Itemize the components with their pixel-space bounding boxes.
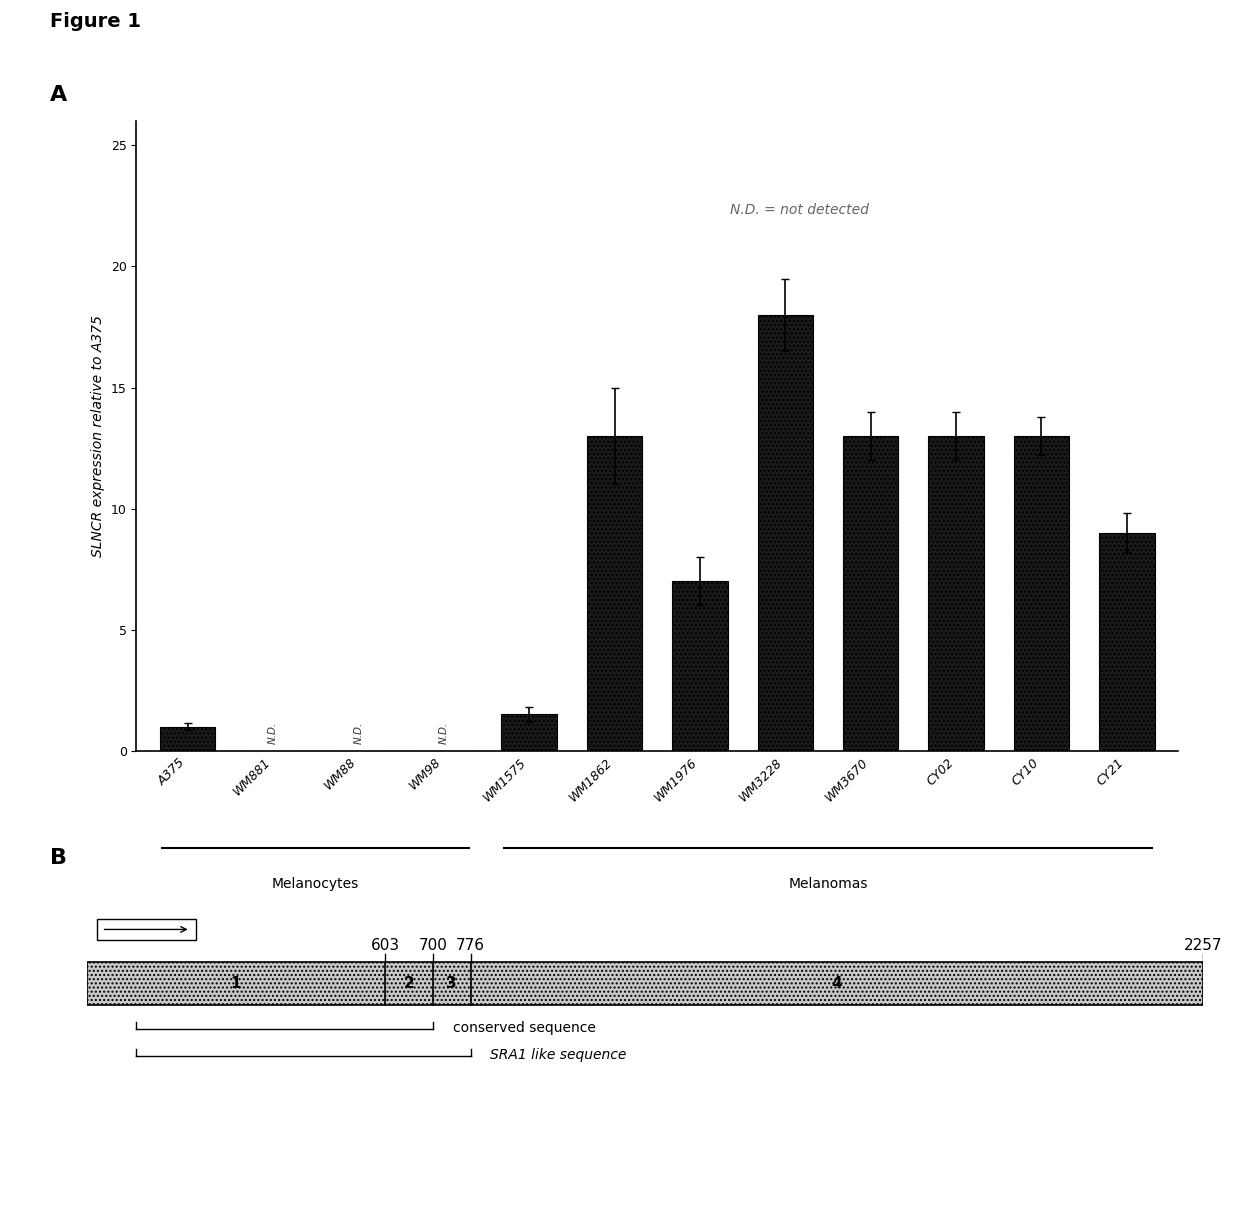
Text: N.D.: N.D. — [439, 722, 449, 744]
Bar — [1099, 533, 1154, 751]
Text: 3: 3 — [446, 976, 458, 991]
Text: 2: 2 — [403, 976, 414, 991]
Bar — [97, 919, 196, 940]
Text: 1: 1 — [231, 976, 241, 991]
Text: N.D.: N.D. — [268, 722, 278, 744]
Text: conserved sequence: conserved sequence — [453, 1021, 595, 1035]
Text: 700: 700 — [418, 939, 448, 953]
Bar — [160, 727, 216, 751]
Text: N.D.: N.D. — [353, 722, 363, 744]
Text: A: A — [50, 85, 67, 105]
Text: 2257: 2257 — [1183, 939, 1223, 953]
Text: B: B — [50, 848, 67, 868]
Text: Melanomas: Melanomas — [789, 877, 868, 891]
Bar — [758, 315, 813, 751]
Text: Melanocytes: Melanocytes — [272, 877, 360, 891]
Bar — [1013, 436, 1069, 751]
Text: Figure 1: Figure 1 — [50, 12, 140, 31]
Bar — [87, 962, 1203, 1005]
Text: 4: 4 — [831, 976, 842, 991]
Bar — [501, 714, 557, 751]
Text: 603: 603 — [371, 939, 399, 953]
Text: N.D. = not detected: N.D. = not detected — [730, 203, 869, 217]
Bar — [929, 436, 983, 751]
Text: 776: 776 — [456, 939, 485, 953]
Bar — [672, 581, 728, 751]
Bar — [587, 436, 642, 751]
Bar — [843, 436, 899, 751]
Y-axis label: SLNCR expression relative to A375: SLNCR expression relative to A375 — [92, 315, 105, 557]
Text: SRA1 like sequence: SRA1 like sequence — [490, 1048, 626, 1062]
